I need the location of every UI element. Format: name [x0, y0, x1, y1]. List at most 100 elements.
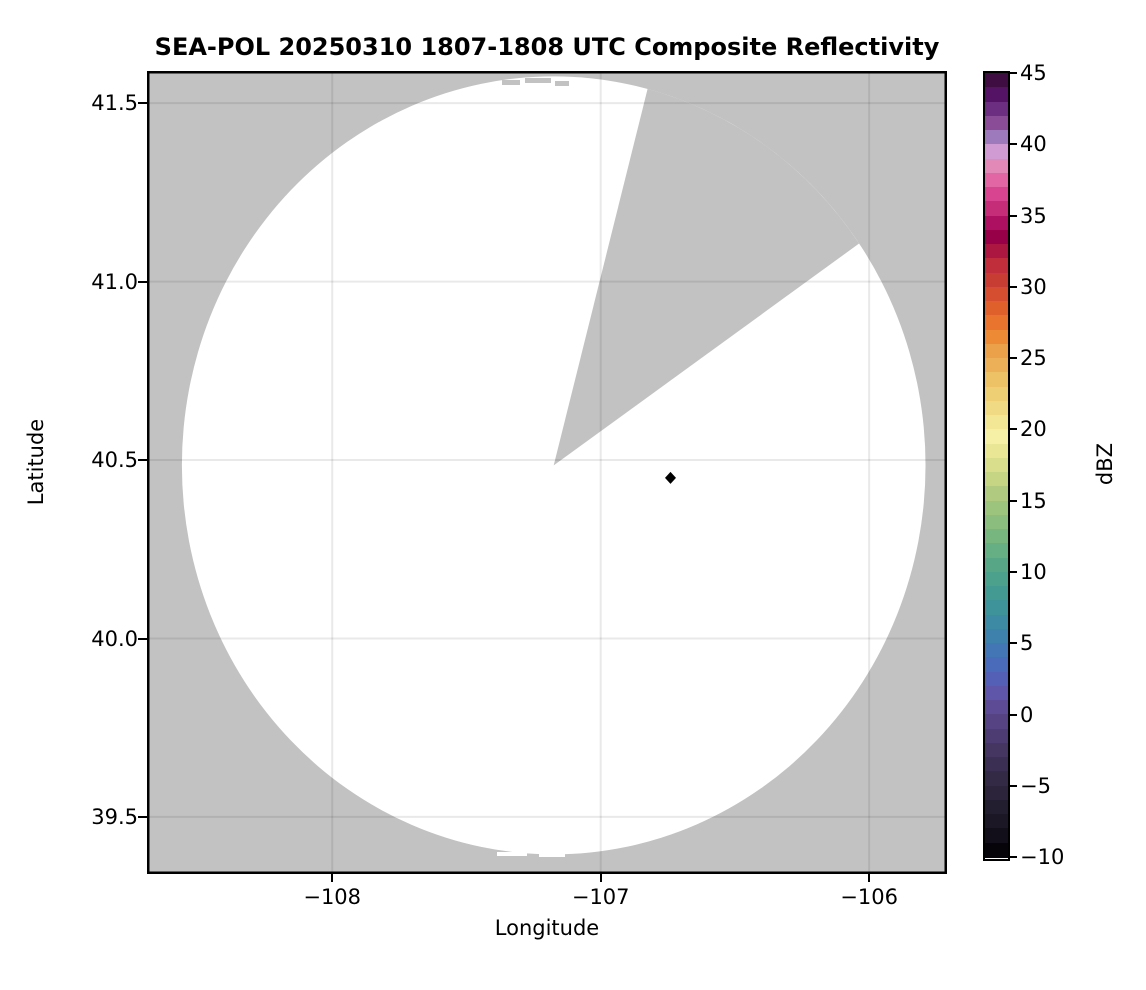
- colorbar-tick-mark: [1010, 499, 1017, 502]
- colorbar-tick-label: 5: [1020, 631, 1034, 656]
- colorbar-band: [985, 643, 1008, 658]
- colorbar-band: [985, 172, 1008, 188]
- x-tick-mark: [599, 874, 602, 882]
- y-tick-label: 41.5: [91, 91, 138, 116]
- x-tick-label: −108: [303, 885, 362, 909]
- colorbar-tick-label: 45: [1020, 61, 1047, 85]
- colorbar-band: [985, 400, 1008, 416]
- colorbar-band: [985, 244, 1008, 259]
- colorbar-band: [985, 799, 1008, 815]
- colorbar-band: [985, 543, 1008, 559]
- colorbar-tick-label: −10: [1020, 845, 1065, 869]
- colorbar-band: [985, 785, 1008, 801]
- colorbar-tick-mark: [1010, 357, 1017, 360]
- colorbar-tick-label: −5: [1020, 773, 1051, 798]
- colorbar-tick-mark: [1010, 642, 1017, 645]
- x-tick-label: −107: [571, 885, 630, 909]
- x-tick-label: −106: [840, 885, 898, 909]
- gate-edge-speckle: [497, 852, 527, 856]
- gate-edge-speckle: [502, 80, 520, 85]
- colorbar-band: [985, 685, 1008, 701]
- colorbar-band: [985, 728, 1008, 744]
- colorbar-tick-mark: [1010, 428, 1017, 431]
- colorbar-band: [985, 814, 1008, 829]
- colorbar-tick-mark: [1010, 570, 1017, 573]
- colorbar-band: [985, 415, 1008, 430]
- colorbar-band: [985, 628, 1008, 644]
- colorbar-band: [985, 201, 1008, 217]
- colorbar-band: [985, 73, 1008, 88]
- colorbar-tick-label: 15: [1020, 488, 1047, 513]
- colorbar-tick-mark: [1010, 713, 1017, 716]
- colorbar-band: [985, 144, 1008, 160]
- colorbar-band: [985, 586, 1008, 601]
- colorbar-band: [985, 258, 1008, 274]
- colorbar-band: [985, 671, 1008, 687]
- colorbar-band: [985, 571, 1008, 587]
- gate-edge-speckle: [555, 81, 569, 86]
- colorbar-tick-mark: [1010, 214, 1017, 217]
- colorbar-band: [985, 187, 1008, 202]
- colorbar-band: [985, 742, 1008, 758]
- colorbar-band: [985, 443, 1008, 459]
- y-tick-label: 41.0: [91, 269, 138, 294]
- colorbar-band: [985, 315, 1008, 331]
- colorbar-tick-label: 0: [1020, 702, 1034, 727]
- colorbar-band: [985, 272, 1008, 288]
- gate-edge-speckle: [525, 78, 551, 83]
- y-tick-mark: [138, 815, 147, 818]
- colorbar-band: [985, 600, 1008, 616]
- chart-title: SEA-POL 20250310 1807-1808 UTC Composite…: [154, 33, 940, 61]
- colorbar-tick-label: 25: [1020, 346, 1047, 371]
- colorbar-band: [985, 714, 1008, 730]
- colorbar-tick-label: 10: [1020, 559, 1047, 584]
- colorbar-tick-mark: [1010, 285, 1017, 288]
- colorbar-band: [985, 372, 1008, 388]
- colorbar-band: [985, 286, 1008, 302]
- colorbar-band: [985, 158, 1008, 174]
- blocked-sector-wedge: [553, 88, 860, 466]
- colorbar-tick-label: 20: [1020, 417, 1047, 442]
- x-tick-mark: [868, 874, 871, 882]
- colorbar-band: [985, 343, 1008, 359]
- colorbar-tick-mark: [1010, 72, 1017, 74]
- colorbar-tick-label: 35: [1020, 203, 1047, 228]
- colorbar-label: dBZ: [1093, 442, 1117, 486]
- colorbar-tick-label: 40: [1020, 132, 1047, 157]
- colorbar-band: [985, 514, 1008, 530]
- y-tick-mark: [138, 637, 147, 640]
- colorbar-band: [985, 614, 1008, 630]
- plot-area: [147, 71, 947, 874]
- y-tick-mark: [138, 459, 147, 461]
- colorbar-band: [985, 358, 1008, 373]
- colorbar-band: [985, 229, 1008, 245]
- colorbar-tick-mark: [1010, 784, 1017, 787]
- colorbar-tick-mark: [1010, 856, 1017, 858]
- colorbar-band: [985, 87, 1008, 102]
- colorbar-band: [985, 557, 1008, 573]
- plot-frame: [147, 71, 947, 874]
- x-tick-mark: [331, 874, 334, 882]
- colorbar-band: [985, 101, 1008, 117]
- colorbar-band: [985, 657, 1008, 673]
- gate-edge-speckle: [539, 854, 565, 857]
- y-tick-label: 40.0: [91, 626, 138, 651]
- colorbar-band: [985, 457, 1008, 473]
- colorbar-tick-mark: [1010, 143, 1017, 146]
- y-tick-mark: [138, 102, 147, 105]
- colorbar-tick-label: 30: [1020, 274, 1047, 299]
- colorbar-band: [985, 757, 1008, 772]
- colorbar-band: [985, 429, 1008, 445]
- colorbar-band: [985, 500, 1008, 516]
- colorbar-band: [985, 472, 1008, 487]
- colorbar-band: [985, 130, 1008, 145]
- colorbar-band: [985, 329, 1008, 345]
- colorbar-band: [985, 215, 1008, 231]
- colorbar-band: [985, 529, 1008, 544]
- y-tick-label: 39.5: [91, 804, 138, 829]
- colorbar-band: [985, 842, 1008, 858]
- site-marker-diamond: [664, 471, 676, 484]
- y-tick-label: 40.5: [91, 448, 138, 472]
- colorbar-band: [985, 115, 1008, 131]
